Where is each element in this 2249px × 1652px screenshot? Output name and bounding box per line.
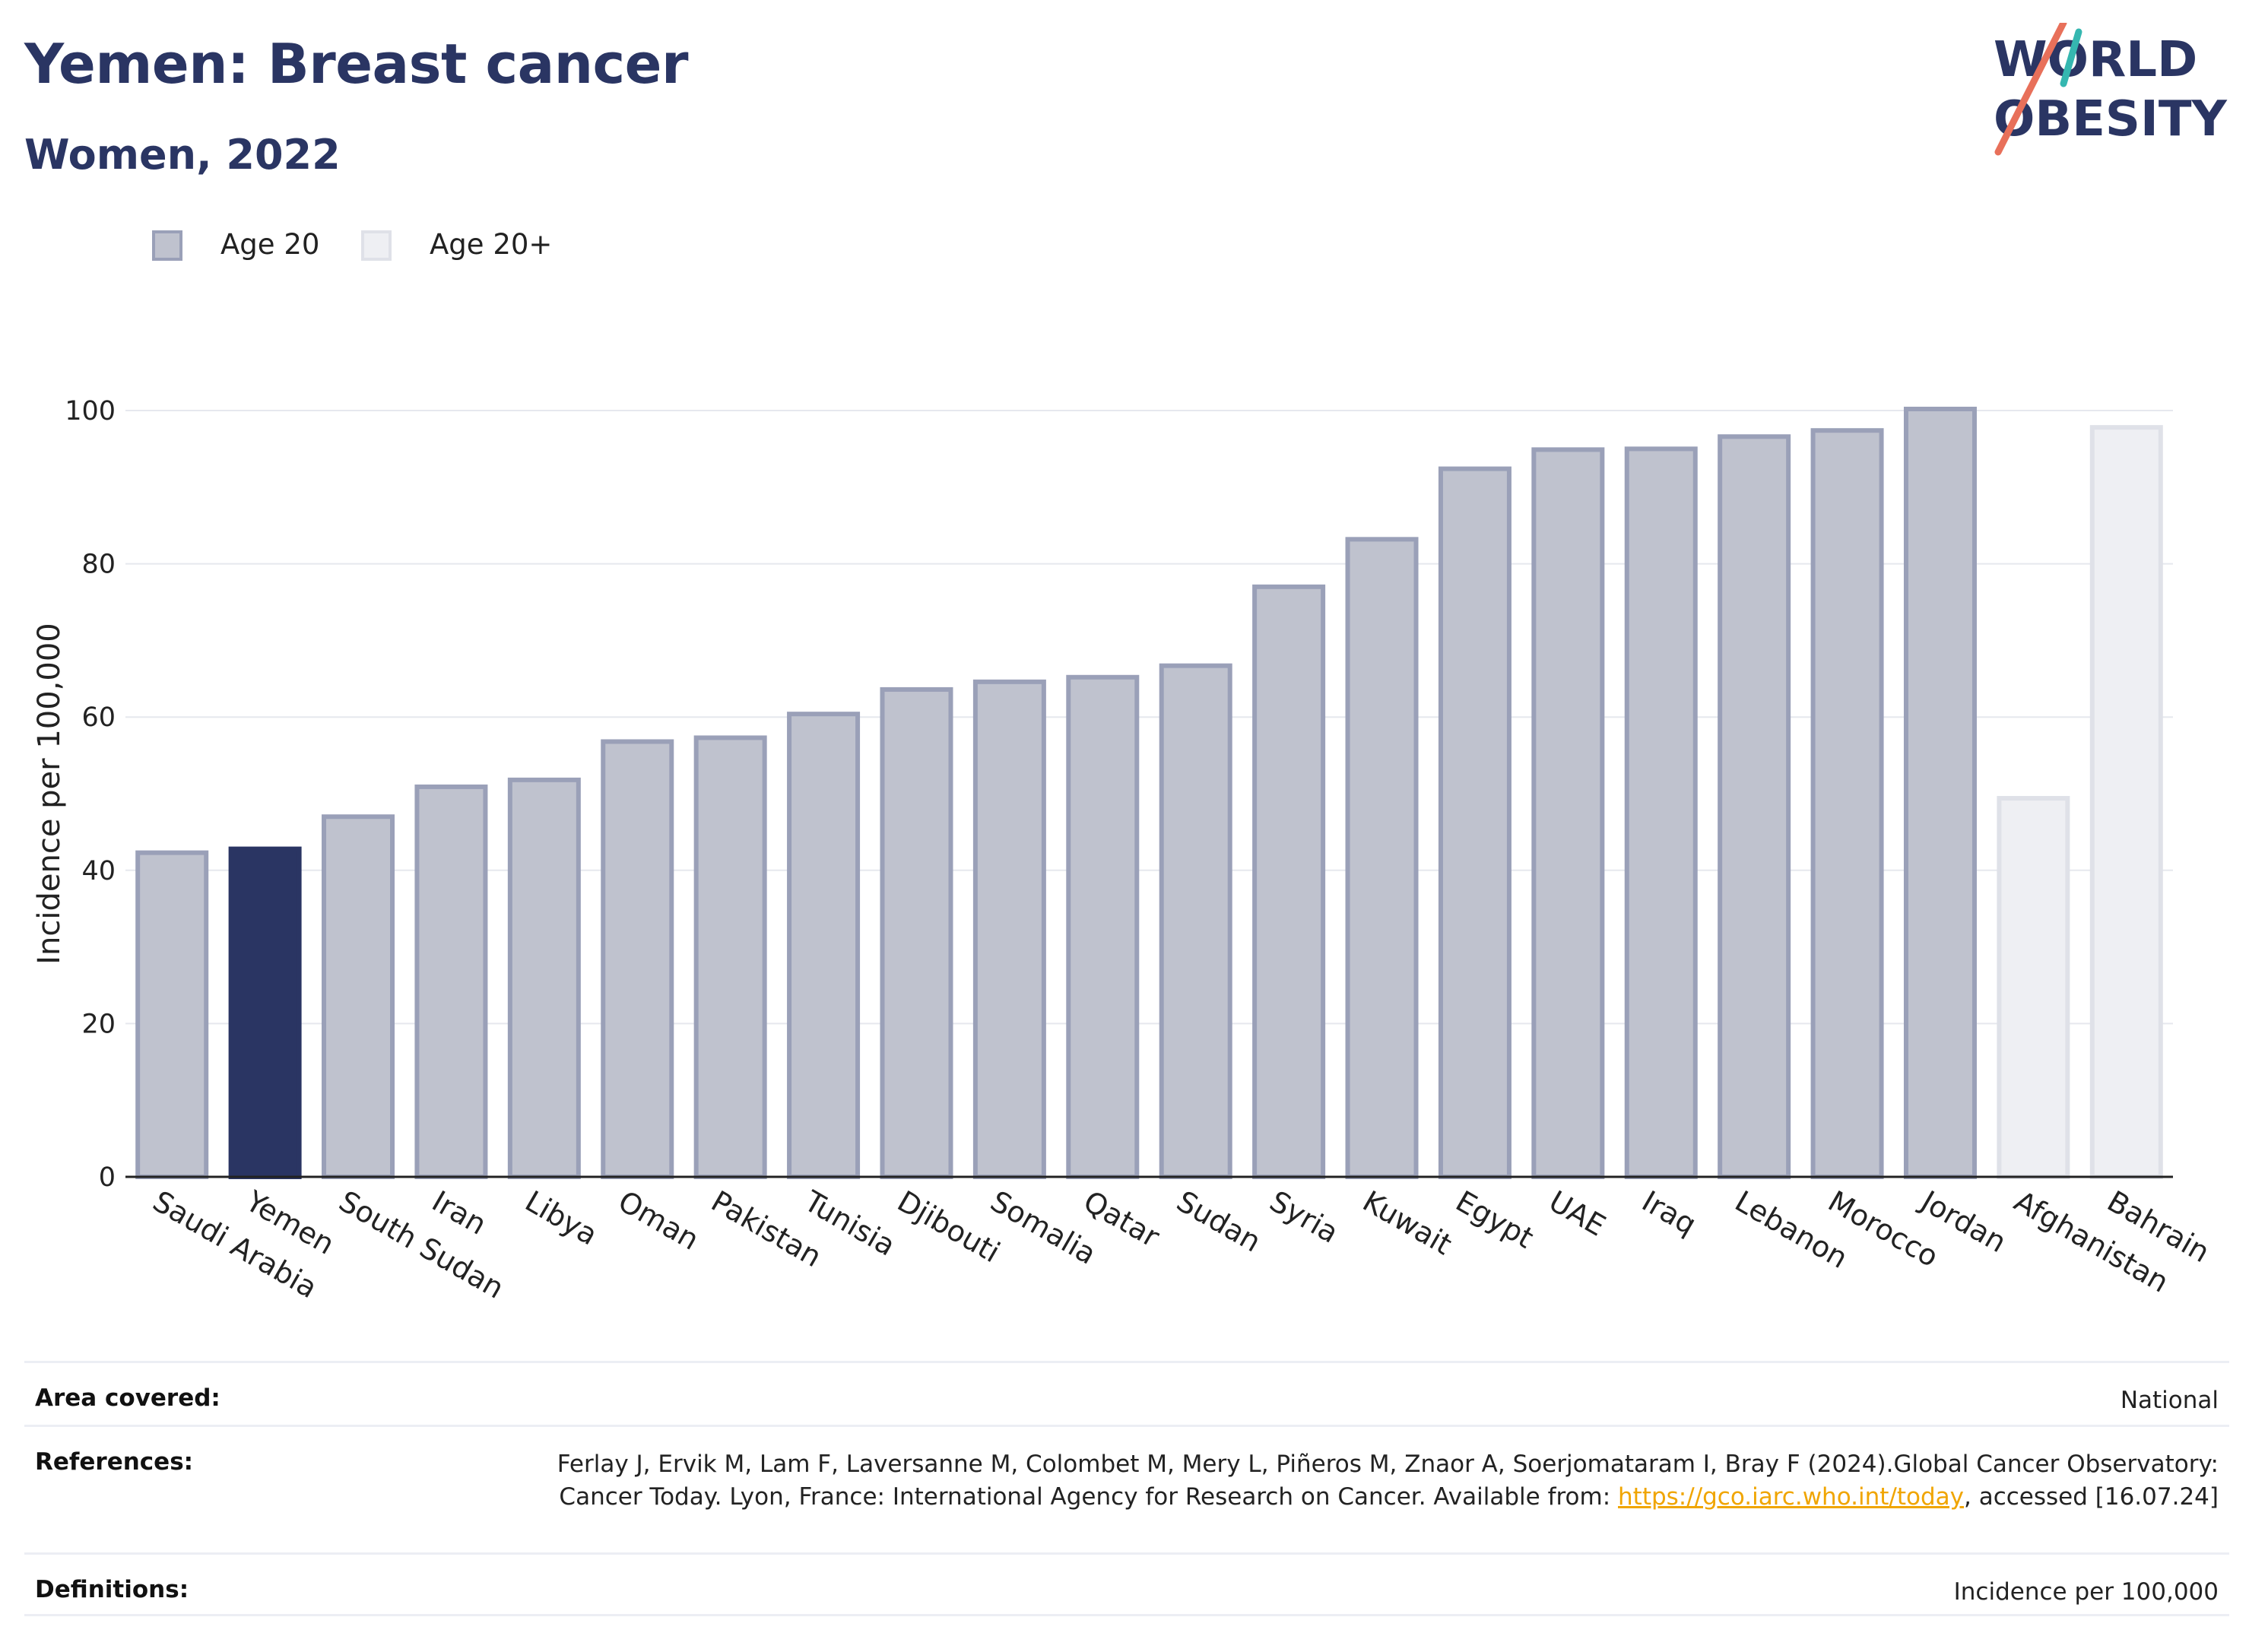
x-tick-label: Syria bbox=[1264, 1184, 1344, 1250]
legend-swatch-age-20 bbox=[152, 230, 182, 261]
x-tick-label: Egypt bbox=[1450, 1184, 1539, 1255]
y-tick-label: 40 bbox=[81, 856, 116, 886]
bar-egypt[interactable] bbox=[1438, 466, 1511, 1180]
x-tick-label: Djibouti bbox=[892, 1184, 1006, 1270]
legend-label-age-20: Age 20 bbox=[220, 228, 320, 261]
info-value-references: Ferlay J, Ervik M, Lam F, Laversanne M, … bbox=[546, 1448, 2219, 1514]
reference-accessed: , accessed [16.07.24] bbox=[1963, 1483, 2219, 1511]
x-tick-label: Oman bbox=[613, 1184, 705, 1257]
svg-text:WORLD: WORLD bbox=[1994, 32, 2197, 88]
x-tick-label: Kuwait bbox=[1357, 1184, 1458, 1262]
x-tick-label: Sudan bbox=[1171, 1184, 1267, 1259]
info-value-definitions: Incidence per 100,000 bbox=[1953, 1578, 2219, 1606]
bar-pakistan[interactable] bbox=[693, 735, 767, 1179]
y-tick-label: 80 bbox=[81, 550, 116, 580]
bar-syria[interactable] bbox=[1252, 584, 1326, 1179]
bar-iran[interactable] bbox=[414, 784, 488, 1179]
x-tick-label: Libya bbox=[519, 1184, 603, 1252]
bar-tunisia[interactable] bbox=[787, 712, 861, 1179]
bar-saudi-arabia[interactable] bbox=[135, 850, 209, 1180]
reference-link[interactable]: https://gco.iarc.who.int/today bbox=[1618, 1483, 1964, 1511]
y-axis-ticks: 0 20 40 60 80 100 bbox=[65, 396, 116, 1193]
info-table: Area covered: National References: Ferla… bbox=[24, 1361, 2229, 1616]
bar-oman[interactable] bbox=[601, 739, 674, 1179]
world-obesity-logo: WORLD OBESITY bbox=[1994, 23, 2227, 156]
bar-uae[interactable] bbox=[1531, 447, 1605, 1179]
info-key-area: Area covered: bbox=[35, 1384, 220, 1412]
x-tick-label: South Sudan bbox=[334, 1184, 510, 1305]
x-tick-label: UAE bbox=[1543, 1184, 1611, 1243]
bar-jordan[interactable] bbox=[1903, 406, 1977, 1179]
info-row-area: Area covered: National bbox=[24, 1361, 2229, 1425]
y-tick-label: 20 bbox=[81, 1009, 116, 1039]
bar-lebanon[interactable] bbox=[1718, 434, 1791, 1180]
bar-afghanistan[interactable] bbox=[1997, 796, 2070, 1179]
info-row-references: References: Ferlay J, Ervik M, Lam F, La… bbox=[24, 1425, 2229, 1552]
y-axis-title: Incidence per 100,000 bbox=[32, 623, 67, 965]
info-value-area: National bbox=[2120, 1387, 2219, 1414]
info-row-definitions: Definitions: Incidence per 100,000 bbox=[24, 1552, 2229, 1616]
bar-libya[interactable] bbox=[507, 777, 581, 1179]
y-tick-label: 0 bbox=[99, 1162, 116, 1193]
bars bbox=[135, 406, 2163, 1180]
bar-bahrain[interactable] bbox=[2089, 425, 2163, 1179]
y-tick-label: 60 bbox=[81, 702, 116, 733]
page-title: Yemen: Breast cancer bbox=[24, 32, 689, 96]
bar-djibouti[interactable] bbox=[880, 686, 953, 1179]
svg-text:OBESITY: OBESITY bbox=[1994, 91, 2227, 147]
reference-text: Ferlay J, Ervik M, Lam F, Laversanne M, … bbox=[557, 1451, 2219, 1511]
bar-south-sudan[interactable] bbox=[322, 814, 395, 1179]
x-tick-label: Iran bbox=[427, 1184, 492, 1241]
bar-somalia[interactable] bbox=[972, 679, 1046, 1180]
info-key-definitions: Definitions: bbox=[35, 1576, 189, 1603]
legend-swatch-age-20-plus bbox=[361, 230, 392, 261]
x-tick-label: Somalia bbox=[985, 1184, 1102, 1271]
bar-iraq[interactable] bbox=[1624, 446, 1698, 1179]
info-key-references: References: bbox=[35, 1448, 194, 1476]
bar-morocco[interactable] bbox=[1810, 428, 1884, 1179]
y-tick-label: 100 bbox=[65, 396, 116, 426]
bar-kuwait[interactable] bbox=[1345, 537, 1419, 1179]
bar-yemen[interactable] bbox=[228, 846, 302, 1179]
page-subtitle: Women, 2022 bbox=[24, 131, 341, 179]
legend-label-age-20-plus: Age 20+ bbox=[430, 228, 553, 261]
bar-sudan[interactable] bbox=[1159, 663, 1232, 1179]
bar-qatar[interactable] bbox=[1066, 674, 1140, 1179]
x-tick-label: Iraq bbox=[1636, 1184, 1702, 1241]
